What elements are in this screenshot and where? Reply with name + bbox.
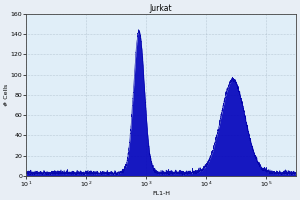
Title: Jurkat: Jurkat	[150, 4, 172, 13]
Y-axis label: # Cells: # Cells	[4, 84, 9, 106]
X-axis label: FL1-H: FL1-H	[152, 191, 170, 196]
